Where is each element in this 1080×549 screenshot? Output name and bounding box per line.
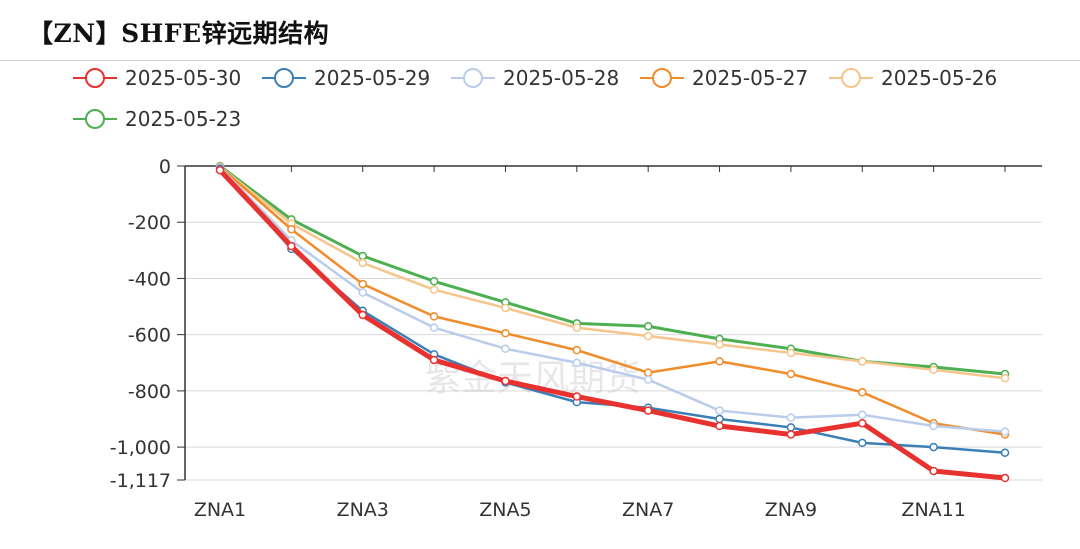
legend-marker [85, 109, 105, 129]
x-tick-label: ZNA3 [337, 499, 389, 521]
data-point[interactable] [858, 410, 867, 420]
data-point[interactable] [429, 285, 439, 294]
y-tick-label: -800 [128, 381, 171, 403]
data-point[interactable] [1000, 373, 1010, 383]
legend-item[interactable]: 2025-05-28 [451, 66, 619, 90]
series-line [218, 167, 1007, 454]
series-layer [215, 161, 1010, 483]
data-point[interactable] [786, 430, 796, 439]
legend-label: 2025-05-29 [314, 66, 430, 90]
series-line [217, 167, 1008, 481]
legend-label: 2025-05-26 [881, 66, 997, 90]
legend-item[interactable]: 2025-05-27 [640, 66, 808, 90]
x-tick-label: ZNA1 [194, 499, 246, 521]
data-point[interactable] [287, 241, 296, 251]
legend-marker [274, 68, 294, 88]
y-tick-label: -400 [128, 268, 171, 290]
data-point[interactable] [858, 418, 867, 428]
series-2025-05-29 [215, 164, 1010, 457]
series-2025-05-30 [215, 165, 1010, 483]
x-tick-label: ZNA7 [622, 499, 674, 521]
data-point[interactable] [572, 323, 582, 332]
legend-item[interactable]: 2025-05-30 [73, 66, 241, 90]
title-divider [0, 60, 1080, 61]
data-point[interactable] [858, 438, 867, 448]
data-point[interactable] [643, 331, 653, 341]
data-point[interactable] [501, 329, 510, 338]
data-point[interactable] [643, 368, 653, 377]
x-tick-label: ZNA9 [765, 499, 817, 521]
y-tick-label: 0 [159, 156, 171, 178]
data-point[interactable] [715, 421, 724, 431]
chart-axes: 0 -200 -400 -600 -800 -1,000 -1,117 ZNA1 ZNA3 ZNA… [110, 156, 1042, 521]
data-point[interactable] [1000, 448, 1010, 457]
data-point[interactable] [715, 406, 724, 415]
data-point[interactable] [786, 413, 796, 422]
data-point[interactable] [429, 312, 439, 321]
data-point[interactable] [715, 340, 724, 349]
x-tick-label: ZNA5 [479, 499, 531, 521]
data-point[interactable] [643, 375, 653, 384]
data-point[interactable] [643, 406, 653, 415]
data-point[interactable] [929, 421, 938, 431]
data-point[interactable] [786, 348, 796, 358]
y-tick-label: -200 [128, 212, 171, 234]
data-point[interactable] [786, 423, 796, 432]
data-point[interactable] [929, 442, 938, 452]
data-point[interactable] [215, 165, 225, 175]
chart-grid [185, 221, 1042, 481]
data-point[interactable] [929, 365, 938, 375]
data-point[interactable] [1000, 473, 1010, 483]
data-point[interactable] [429, 323, 439, 332]
chart-legend: 2025-05-30 2025-05-29 2025-05-28 2025-05-27… [73, 66, 997, 131]
data-point[interactable] [858, 388, 867, 397]
data-point[interactable] [501, 376, 510, 386]
x-tick-label: ZNA11 [901, 499, 965, 521]
legend-item[interactable]: 2025-05-26 [829, 66, 997, 90]
series-2025-05-23 [215, 161, 1010, 379]
series-line [218, 164, 1007, 376]
series-line [218, 165, 1007, 436]
data-point[interactable] [501, 303, 510, 313]
data-point[interactable] [643, 321, 653, 331]
data-point[interactable] [287, 224, 296, 234]
data-point[interactable] [572, 345, 582, 355]
data-point[interactable] [858, 357, 867, 366]
data-point[interactable] [358, 258, 367, 268]
legend-marker [463, 68, 483, 88]
data-point[interactable] [358, 310, 367, 320]
legend-item[interactable]: 2025-05-29 [262, 66, 430, 90]
chart-title: 【ZN】SHFE锌远期结构 [28, 19, 330, 48]
series-line [218, 165, 1007, 380]
y-tick-label: -1,117 [110, 470, 171, 492]
data-point[interactable] [1000, 427, 1010, 436]
legend-label: 2025-05-27 [692, 66, 808, 90]
data-point[interactable] [715, 357, 724, 366]
legend-marker [841, 68, 861, 88]
y-tick-label: -600 [128, 325, 171, 347]
data-point[interactable] [572, 358, 582, 368]
data-point[interactable] [786, 369, 796, 379]
legend-label: 2025-05-28 [503, 66, 619, 90]
data-point[interactable] [715, 414, 724, 424]
data-point[interactable] [358, 279, 367, 289]
data-point[interactable] [358, 288, 367, 297]
legend-label: 2025-05-23 [125, 107, 241, 131]
series-line [218, 166, 1007, 433]
data-point[interactable] [572, 392, 582, 401]
y-tick-label: -1,000 [110, 437, 171, 459]
data-point[interactable] [429, 355, 439, 365]
data-point[interactable] [501, 344, 510, 353]
data-point[interactable] [929, 466, 938, 476]
data-point[interactable] [358, 251, 367, 261]
legend-item[interactable]: 2025-05-23 [73, 107, 241, 131]
legend-marker [652, 68, 672, 88]
data-point[interactable] [429, 277, 439, 286]
legend-marker [85, 68, 105, 88]
legend-label: 2025-05-30 [125, 66, 241, 90]
